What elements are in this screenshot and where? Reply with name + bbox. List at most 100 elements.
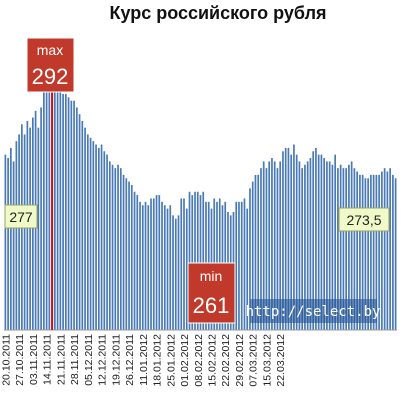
bar xyxy=(389,168,391,330)
bar xyxy=(103,151,106,330)
min-callout: min 261 xyxy=(187,262,236,324)
bar xyxy=(37,127,40,330)
bar xyxy=(295,154,298,330)
bar xyxy=(268,161,271,330)
bar xyxy=(378,174,380,330)
bar xyxy=(345,168,348,330)
bar xyxy=(86,134,89,330)
bar xyxy=(298,161,301,330)
max-callout-box xyxy=(26,37,75,93)
watermark-bg xyxy=(250,299,377,323)
bar xyxy=(273,161,276,330)
bar xyxy=(262,161,265,330)
bar xyxy=(45,80,48,330)
bar xyxy=(353,168,356,330)
bar xyxy=(106,154,108,330)
x-tick-label: 03.11.2011 xyxy=(28,334,40,385)
bar xyxy=(62,93,64,330)
bar xyxy=(119,168,122,330)
bar xyxy=(196,191,199,330)
x-tick-label: 25.01.2012 xyxy=(165,334,177,387)
bar xyxy=(10,147,12,330)
bar xyxy=(240,201,243,330)
bar xyxy=(64,93,67,330)
bar xyxy=(163,205,166,330)
min-callout-value: 261 xyxy=(193,293,230,318)
bar xyxy=(108,161,111,330)
end-value-text: 273,5 xyxy=(346,212,381,228)
bar xyxy=(265,168,268,330)
bar xyxy=(260,168,262,330)
bar xyxy=(177,215,180,330)
end-value-bg xyxy=(338,207,390,232)
x-tick-label: 15.03.2012 xyxy=(261,334,273,387)
bar xyxy=(337,168,339,330)
x-axis-ticks: 20.10.2011 27.10.2011 03.11.2011 14.11.2011… xyxy=(0,334,287,387)
x-tick-label: 08.02.2012 xyxy=(193,334,205,387)
start-value-text: 277 xyxy=(9,209,33,225)
bar xyxy=(141,205,144,330)
bar xyxy=(246,208,249,330)
watermark: http://select.by xyxy=(246,299,381,323)
bar xyxy=(56,87,59,331)
x-tick-label: 07.03.2012 xyxy=(248,334,260,387)
bar xyxy=(342,168,345,330)
bar xyxy=(15,141,18,330)
bar xyxy=(40,107,42,330)
x-tick-label: 19.12.2011 xyxy=(110,334,122,386)
bar xyxy=(7,158,9,330)
bar xyxy=(320,154,323,330)
x-tick-label: 01.02.2012 xyxy=(179,334,191,387)
bar xyxy=(309,158,312,330)
max-callout: max 292 xyxy=(26,37,75,93)
bar xyxy=(301,168,304,330)
bar xyxy=(155,195,158,330)
bar xyxy=(147,205,150,330)
bar xyxy=(334,154,337,330)
min-callout-box xyxy=(187,262,236,324)
bar xyxy=(125,178,128,330)
x-tick-label: 22.03.2012 xyxy=(275,334,287,387)
bar xyxy=(43,87,45,331)
bar xyxy=(75,107,78,330)
bar xyxy=(180,198,183,330)
start-value-box: 277 xyxy=(4,204,38,229)
bar xyxy=(306,161,309,330)
x-tick-label: 21.11.2011 xyxy=(55,334,67,385)
bar xyxy=(185,208,188,330)
x-tick-label: 20.10.2011 xyxy=(0,334,12,386)
bar xyxy=(249,188,251,330)
x-tick-label: 18.01.2012 xyxy=(152,334,164,387)
bar xyxy=(53,80,56,330)
bar xyxy=(202,191,205,330)
bar xyxy=(243,198,246,330)
x-tick-label: 15.02.2012 xyxy=(206,334,218,387)
bar xyxy=(328,161,331,330)
x-tick-label: 14.11.2011 xyxy=(42,334,54,385)
max-callout-value: 292 xyxy=(32,64,69,89)
bar xyxy=(174,218,177,330)
bar xyxy=(282,151,284,330)
x-tick-label: 26.12.2011 xyxy=(124,334,136,386)
bar xyxy=(359,174,361,330)
bar xyxy=(364,178,367,330)
bar xyxy=(4,154,7,330)
min-callout-label: min xyxy=(200,268,223,284)
x-tick-label: 05.12.2011 xyxy=(83,334,95,386)
bar xyxy=(304,164,306,330)
x-tick-label: 28.11.2011 xyxy=(69,334,81,385)
bar xyxy=(158,195,161,330)
bar xyxy=(169,205,172,330)
bar xyxy=(394,178,397,330)
bar xyxy=(312,151,315,330)
watermark-text: http://select.by xyxy=(246,304,381,320)
x-tick-label: 12.12.2011 xyxy=(97,334,109,386)
bar xyxy=(73,100,75,330)
bar xyxy=(290,154,293,330)
bar xyxy=(375,174,378,330)
bar xyxy=(348,164,350,330)
bar xyxy=(183,198,185,330)
bar xyxy=(331,164,334,330)
bar xyxy=(130,185,133,330)
bar xyxy=(48,73,51,330)
